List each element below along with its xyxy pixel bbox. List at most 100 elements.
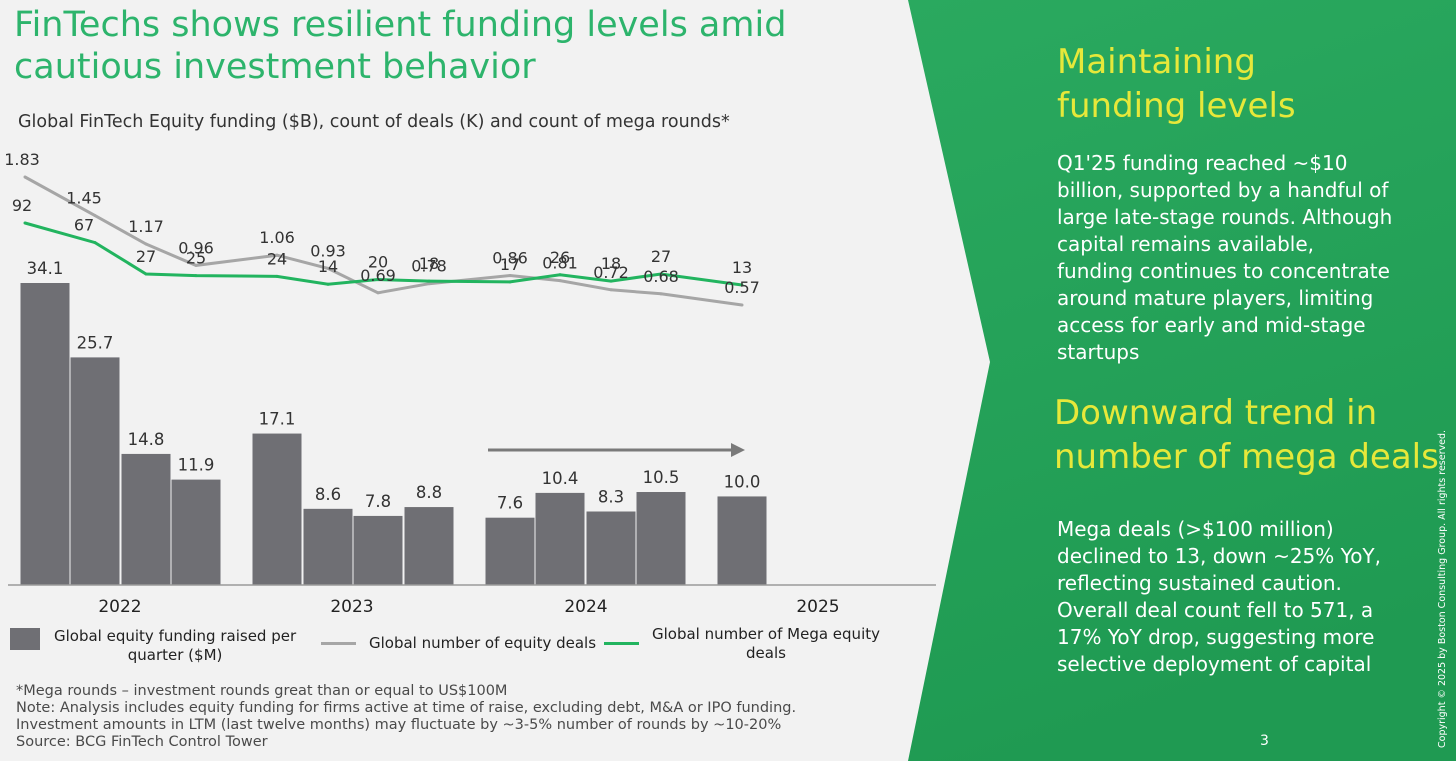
equity-deals-label: 1.17 [128,217,164,236]
mega-deals-label: 67 [74,216,94,235]
equity-deals-point [23,175,27,179]
equity-deals-point [609,288,613,292]
equity-deals-label: 0.72 [593,263,629,282]
mega-deals-label: 27 [651,247,671,266]
mega-deals-label: 20 [368,253,388,272]
equity-deals-point [376,291,380,295]
funding-bar [171,479,221,585]
mega-deals-label: 13 [732,258,752,277]
equity-deals-point [93,214,97,218]
mega-deals-label: 18 [419,254,439,273]
chart-subtitle: Global FinTech Equity funding ($B), coun… [18,112,730,132]
mega-deals-label: 92 [12,196,32,215]
title-line-2: cautious investment behavior [14,47,536,87]
mega-deals-label: 14 [318,257,338,276]
equity-deals-point [326,266,330,270]
equity-deals-point [508,274,512,278]
year-label: 2025 [796,597,839,617]
mega-deals-point [609,279,613,283]
mega-deals-label: 26 [550,248,570,267]
legend-swatch-mega [604,642,639,645]
page-number: 3 [1260,733,1269,749]
legend-swatch-deals [321,642,356,645]
funding-bar [586,511,636,585]
panel-heading-mega: Downward trend in number of mega deals [1054,393,1439,477]
funding-bar-label: 7.8 [365,492,391,511]
mega-deals-label: 27 [136,247,156,266]
funding-bar-label: 8.6 [315,485,341,504]
funding-bar-label: 14.8 [128,430,165,449]
trend-arrow [488,443,745,457]
panel-body-funding: Q1'25 funding reached ~$10 billion, supp… [1057,151,1393,364]
footnote-analysis: Note: Analysis includes equity funding f… [16,700,797,716]
mega-deals-label: 25 [186,249,206,268]
footnote-ltm: Investment amounts in LTM (last twelve m… [16,717,782,733]
funding-bar [70,357,120,585]
equity-deals-label: 0.86 [492,249,528,268]
mega-deals-point [93,241,97,245]
funding-bar-label: 8.3 [598,487,624,506]
equity-deals-label: 0.93 [310,241,346,260]
equity-deals-label: 0.68 [643,267,679,286]
footnote-source: Source: BCG FinTech Control Tower [16,734,268,750]
funding-bar-label: 8.8 [416,483,442,502]
funding-bar [717,496,767,585]
panel-body-mega: Mega deals (>$100 million) declined to 1… [1057,517,1382,676]
equity-deals-point [194,263,198,267]
funding-bar-label: 10.0 [724,472,761,491]
funding-bar [121,453,171,585]
footnotes: *Mega rounds – investment rounds great t… [16,683,796,751]
year-label: 2024 [564,597,607,617]
mega-deals-point [23,221,27,225]
equity-deals-label: 0.81 [542,254,578,273]
funding-bar [485,517,535,585]
equity-deals-label: 0.57 [724,278,760,297]
mega-deals-label: 18 [601,254,621,273]
equity-deals-point [659,292,663,296]
equity-deals-point [275,253,279,257]
title-line-1: FinTechs shows resilient funding levels … [14,5,787,45]
funding-bar [303,508,353,585]
legend-label-bars: Global equity funding raised per quarter… [54,627,297,664]
mega-deals-point [508,280,512,284]
funding-bar-label: 34.1 [27,259,64,278]
funding-bar [404,507,454,585]
funding-bar [535,492,585,585]
funding-bar-label: 7.6 [497,494,523,513]
year-label: 2022 [98,597,141,617]
funding-bar [636,492,686,585]
mega-deals-point [275,274,279,278]
footnote-mega-rounds: *Mega rounds – investment rounds great t… [16,683,508,699]
funding-bar [252,433,302,585]
funding-bar-label: 10.5 [643,468,680,487]
funding-bar-label: 25.7 [77,333,114,352]
panel-heading-funding: Maintaining funding levels [1057,42,1296,126]
copyright-notice: Copyright © 2025 by Boston Consulting Gr… [1437,429,1448,748]
funding-bar-label: 17.1 [259,410,296,429]
equity-deals-point [427,282,431,286]
mega-deals-point [376,278,380,282]
funding-chart: 34.1 25.7 14.8 11.9 17.1 8.6 7.8 8.8 7.6 10.4 8.3 1… [4,150,936,617]
equity-deals-label: 0.78 [411,257,447,276]
equity-deals-label: 0.96 [178,238,214,257]
page-title: FinTechs shows resilient funding levels … [14,4,786,88]
legend-label-deals: Global number of equity deals [369,634,597,652]
equity-deals-point [558,279,562,283]
equity-deals-point [740,303,744,307]
mega-deals-point [659,272,663,276]
mega-deals-point [326,282,330,286]
legend-swatch-bars [10,628,40,650]
funding-bar-label: 10.4 [542,469,579,488]
equity-deals-label: 1.06 [259,228,295,247]
funding-bar-label: 11.9 [178,456,215,475]
mega-deals-point [144,272,148,276]
mega-deals-point [740,283,744,287]
equity-deals-label: 0.69 [360,266,396,285]
mega-deals-point [194,274,198,278]
mega-deals-label: 24 [267,249,287,268]
mega-deals-point [427,279,431,283]
funding-bar [20,283,70,585]
equity-deals-point [144,242,148,246]
